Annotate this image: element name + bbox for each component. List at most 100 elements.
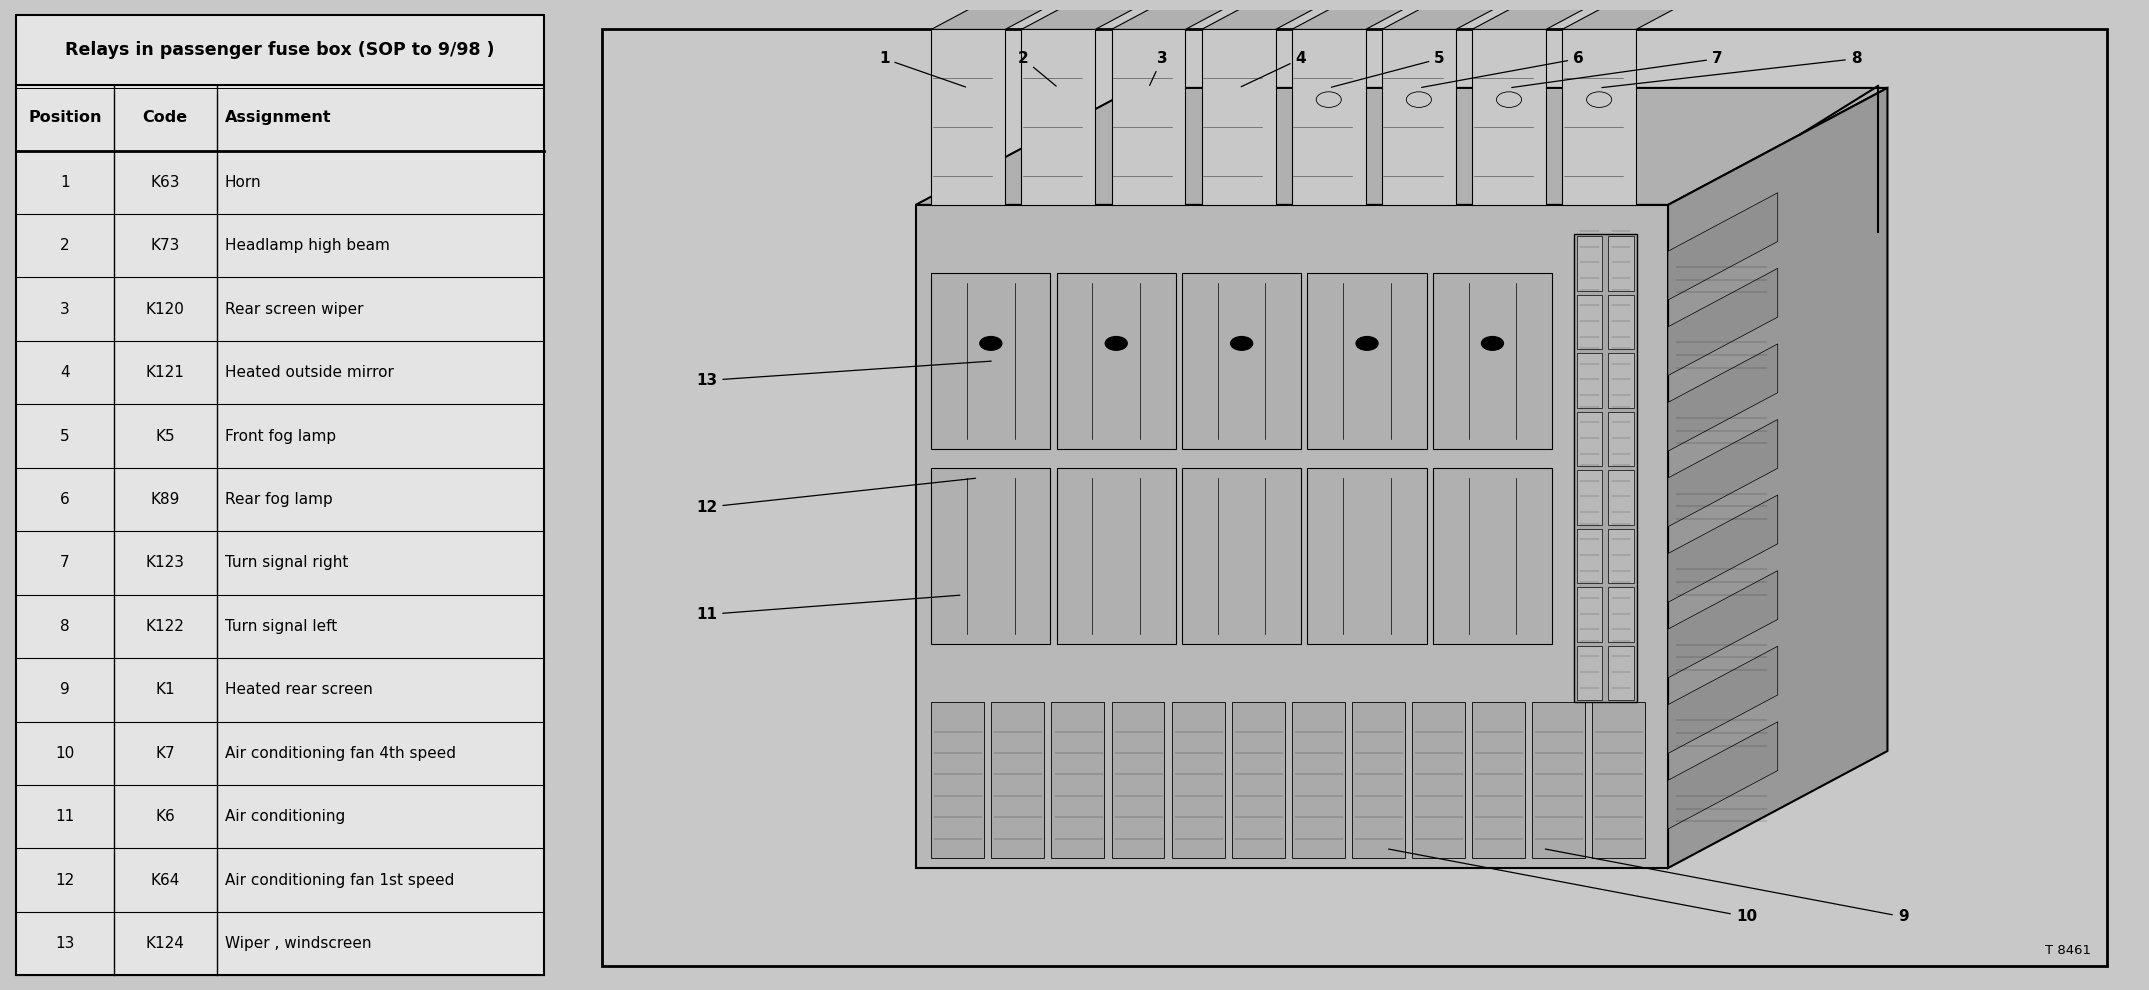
Polygon shape xyxy=(931,0,1079,30)
Bar xyxy=(1577,353,1603,408)
Text: K123: K123 xyxy=(146,555,185,570)
Bar xyxy=(931,468,1051,644)
Circle shape xyxy=(1105,337,1128,350)
Bar xyxy=(1057,468,1176,644)
Bar xyxy=(1607,237,1633,291)
Bar xyxy=(1111,702,1165,858)
Text: 11: 11 xyxy=(696,595,961,622)
Bar xyxy=(1577,587,1603,642)
Text: 7: 7 xyxy=(1511,51,1723,87)
Bar xyxy=(1292,702,1345,858)
Bar xyxy=(1577,295,1603,349)
Text: 8: 8 xyxy=(1601,51,1861,87)
Text: 3: 3 xyxy=(1150,51,1167,85)
Circle shape xyxy=(1481,337,1504,350)
Polygon shape xyxy=(1472,0,1620,30)
Text: 9: 9 xyxy=(1545,849,1908,925)
Text: K89: K89 xyxy=(150,492,181,507)
Bar xyxy=(1433,468,1552,644)
Text: Headlamp high beam: Headlamp high beam xyxy=(226,239,389,253)
Bar xyxy=(1231,702,1285,858)
Text: K63: K63 xyxy=(150,175,181,190)
Polygon shape xyxy=(1668,268,1777,375)
Bar xyxy=(1562,30,1635,205)
Text: 10: 10 xyxy=(56,745,75,760)
Text: 12: 12 xyxy=(696,478,976,515)
Circle shape xyxy=(980,337,1001,350)
Text: T 8461: T 8461 xyxy=(2046,944,2091,957)
Text: 6: 6 xyxy=(1423,51,1584,87)
Polygon shape xyxy=(1668,420,1777,527)
Bar xyxy=(1472,702,1526,858)
Text: K5: K5 xyxy=(155,429,174,444)
Text: Air conditioning: Air conditioning xyxy=(226,809,344,824)
Bar xyxy=(1057,273,1176,448)
Bar xyxy=(1573,235,1638,702)
Text: 5: 5 xyxy=(1332,51,1444,87)
Polygon shape xyxy=(1382,0,1530,30)
Text: K124: K124 xyxy=(146,936,185,951)
Polygon shape xyxy=(1668,344,1777,451)
Bar xyxy=(1171,702,1225,858)
Text: 1: 1 xyxy=(879,51,965,87)
Bar xyxy=(915,205,1668,868)
Text: Heated outside mirror: Heated outside mirror xyxy=(226,365,393,380)
Bar xyxy=(1577,470,1603,525)
Text: K1: K1 xyxy=(155,682,174,697)
Text: 13: 13 xyxy=(696,361,991,388)
Polygon shape xyxy=(1668,88,1887,868)
Text: 12: 12 xyxy=(56,872,75,888)
Text: 1: 1 xyxy=(60,175,69,190)
Polygon shape xyxy=(915,88,1887,205)
Polygon shape xyxy=(1201,0,1350,30)
Text: 8: 8 xyxy=(60,619,69,634)
Bar xyxy=(1577,529,1603,583)
Bar xyxy=(1607,353,1633,408)
Bar xyxy=(1607,645,1633,700)
Text: Rear screen wiper: Rear screen wiper xyxy=(226,302,363,317)
Polygon shape xyxy=(1668,722,1777,829)
Text: Rear fog lamp: Rear fog lamp xyxy=(226,492,333,507)
Text: Relays in passenger fuse box (SOP to 9/98 ): Relays in passenger fuse box (SOP to 9/9… xyxy=(64,41,494,58)
Text: 5: 5 xyxy=(60,429,69,444)
Bar xyxy=(1577,237,1603,291)
Circle shape xyxy=(1231,337,1253,350)
Bar xyxy=(1412,702,1466,858)
Text: Front fog lamp: Front fog lamp xyxy=(226,429,335,444)
Bar xyxy=(1607,529,1633,583)
Circle shape xyxy=(1356,337,1378,350)
Bar xyxy=(1352,702,1405,858)
Text: 2: 2 xyxy=(1019,51,1055,86)
Bar xyxy=(1382,30,1455,205)
Text: 4: 4 xyxy=(60,365,69,380)
Text: K120: K120 xyxy=(146,302,185,317)
Bar xyxy=(991,702,1044,858)
Text: K6: K6 xyxy=(155,809,174,824)
Bar xyxy=(1607,470,1633,525)
Bar xyxy=(1577,645,1603,700)
Bar xyxy=(1021,30,1096,205)
Polygon shape xyxy=(1292,0,1440,30)
Bar xyxy=(1201,30,1277,205)
Polygon shape xyxy=(1668,570,1777,678)
Text: Air conditioning fan 1st speed: Air conditioning fan 1st speed xyxy=(226,872,453,888)
Text: K121: K121 xyxy=(146,365,185,380)
Bar xyxy=(1592,702,1646,858)
Text: 4: 4 xyxy=(1242,51,1307,87)
Text: Air conditioning fan 4th speed: Air conditioning fan 4th speed xyxy=(226,745,456,760)
Text: 6: 6 xyxy=(60,492,69,507)
Text: 11: 11 xyxy=(56,809,75,824)
Bar xyxy=(1577,412,1603,466)
Text: Assignment: Assignment xyxy=(226,110,331,125)
Bar xyxy=(1051,702,1105,858)
Text: 13: 13 xyxy=(56,936,75,951)
Text: Wiper , windscreen: Wiper , windscreen xyxy=(226,936,372,951)
Text: K64: K64 xyxy=(150,872,181,888)
Text: Turn signal left: Turn signal left xyxy=(226,619,337,634)
Bar xyxy=(931,30,1006,205)
Polygon shape xyxy=(1021,0,1169,30)
Text: Heated rear screen: Heated rear screen xyxy=(226,682,372,697)
Text: 3: 3 xyxy=(60,302,69,317)
Text: 2: 2 xyxy=(60,239,69,253)
Bar xyxy=(1472,30,1545,205)
